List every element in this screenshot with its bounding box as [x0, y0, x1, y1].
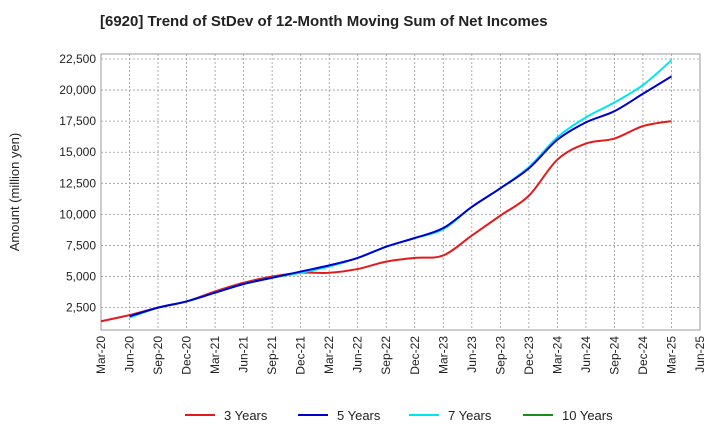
legend-label-5-years: 5 Years — [337, 408, 381, 423]
x-tick-label: Sep-22 — [379, 336, 393, 375]
y-tick-label: 7,500 — [66, 238, 96, 252]
x-tick-label: Sep-23 — [493, 336, 507, 375]
y-tick-label: 10,000 — [59, 207, 96, 221]
x-tick-label: Dec-21 — [294, 336, 308, 375]
x-tick-label: Jun-22 — [351, 336, 365, 373]
x-tick-label: Sep-24 — [607, 336, 621, 375]
x-tick-label: Dec-23 — [522, 336, 536, 375]
y-tick-label: 17,500 — [59, 114, 96, 128]
x-tick-label: Jun-21 — [237, 336, 251, 373]
y-tick-label: 15,000 — [59, 145, 96, 159]
y-tick-label: 12,500 — [59, 176, 96, 190]
x-tick-label: Jun-24 — [579, 336, 593, 373]
x-tick-label: Jun-20 — [123, 336, 137, 373]
x-tick-label: Mar-24 — [550, 336, 564, 374]
legend-label-10-years: 10 Years — [562, 408, 613, 423]
x-tick-label: Sep-21 — [265, 336, 279, 375]
x-tick-label: Mar-23 — [436, 336, 450, 374]
x-tick-label: Jun-25 — [693, 336, 707, 373]
series-line-5-years — [129, 75, 672, 318]
x-tick-label: Mar-21 — [208, 336, 222, 374]
y-tick-label: 20,000 — [59, 83, 96, 97]
legend-label-3-years: 3 Years — [224, 408, 268, 423]
x-tick-label: Dec-20 — [180, 336, 194, 375]
y-tick-label: 22,500 — [59, 52, 96, 66]
x-tick-label: Dec-24 — [636, 336, 650, 375]
x-tick-label: Jun-23 — [465, 336, 479, 373]
x-tick-label: Sep-20 — [151, 336, 165, 375]
chart-title: [6920] Trend of StDev of 12-Month Moving… — [100, 13, 548, 30]
plot-area — [100, 53, 701, 331]
y-tick-label: 5,000 — [66, 270, 96, 284]
y-axis-label: Amount (million yen) — [7, 133, 22, 252]
x-tick-label: Mar-25 — [664, 336, 678, 374]
legend-label-7-years: 7 Years — [448, 408, 492, 423]
x-tick-label: Mar-22 — [322, 336, 336, 374]
x-tick-label: Dec-22 — [408, 336, 422, 375]
y-tick-label: 2,500 — [66, 301, 96, 315]
x-tick-label: Mar-20 — [94, 336, 108, 374]
